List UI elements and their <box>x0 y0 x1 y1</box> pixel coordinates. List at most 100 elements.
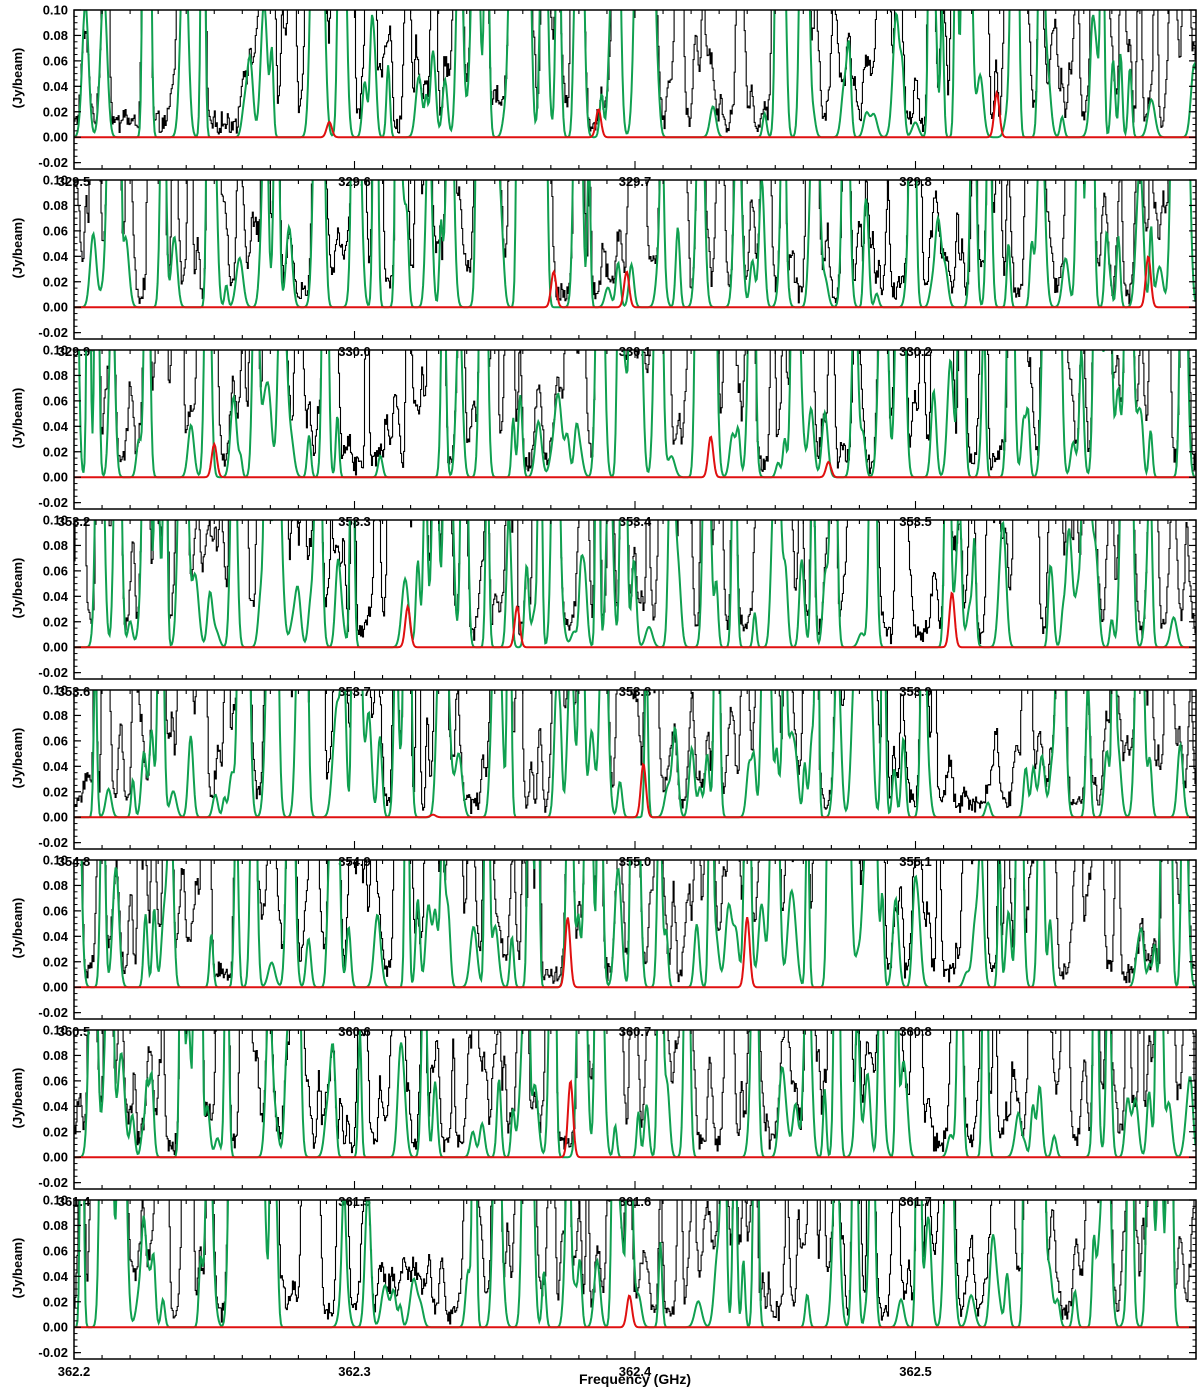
y-tick-label: 0.02 <box>43 1294 68 1309</box>
panel-frame <box>73 9 1197 170</box>
species-model-spectrum <box>74 435 1196 479</box>
y-tick-label: 0.08 <box>43 878 68 893</box>
observed-spectrum <box>74 1200 1195 1325</box>
y-axis-label: (Jy/beam) <box>10 218 25 279</box>
y-tick-label: -0.02 <box>38 1005 68 1020</box>
observed-spectrum <box>90 350 1196 476</box>
y-tick-label: 0.10 <box>43 1193 68 1208</box>
y-tick-label: 0.08 <box>43 368 68 383</box>
observed-spectrum <box>74 1030 1196 1155</box>
y-tick-label: -0.02 <box>38 665 68 680</box>
y-tick-label: 0.04 <box>43 79 69 94</box>
y-tick-label: 0.06 <box>43 563 68 578</box>
species-model-spectrum <box>74 255 1196 309</box>
species-model-spectrum <box>74 1294 1196 1329</box>
y-tick-label: 0.10 <box>43 343 68 358</box>
y-tick-label: 0.06 <box>43 393 68 408</box>
panel-frame <box>73 519 1197 680</box>
y-tick-label: 0.02 <box>43 1124 68 1139</box>
y-tick-label: 0.06 <box>43 903 68 918</box>
full-model-spectrum <box>74 10 1196 139</box>
observed-spectrum <box>74 690 1196 814</box>
y-tick-label: -0.02 <box>38 1345 68 1360</box>
y-tick-label: 0.08 <box>43 198 68 213</box>
panel-frame <box>73 179 1197 340</box>
observed-spectrum <box>74 180 1170 305</box>
panel-frame <box>73 349 1197 510</box>
spectrum-panel: -0.02 0.00 0.02 0.04 0.06 0.08 0.10 362.2 362.3 3… <box>10 1193 1197 1379</box>
y-tick-label: 0.10 <box>43 513 68 528</box>
y-tick-label: 0.00 <box>43 1320 68 1335</box>
y-tick-label: 0.00 <box>43 470 68 485</box>
species-model-spectrum <box>74 762 1196 819</box>
y-tick-label: 0.00 <box>43 810 68 825</box>
full-model-spectrum <box>74 520 1196 649</box>
y-tick-label: 0.08 <box>43 1218 68 1233</box>
y-tick-label: 0.04 <box>43 1269 69 1284</box>
y-axis-label: (Jy/beam) <box>10 898 25 959</box>
y-tick-label: 0.00 <box>43 300 68 315</box>
y-tick-label: 0.04 <box>43 929 69 944</box>
y-tick-label: 0.06 <box>43 1073 68 1088</box>
y-axis-label: (Jy/beam) <box>10 1068 25 1129</box>
y-tick-label: 0.04 <box>43 589 69 604</box>
full-model-spectrum <box>80 860 1196 989</box>
y-tick-label: 0.00 <box>43 640 68 655</box>
y-axis-label: (Jy/beam) <box>10 388 25 449</box>
y-tick-label: 0.00 <box>43 980 68 995</box>
panel-frame <box>73 689 1197 850</box>
y-tick-label: 0.06 <box>43 733 68 748</box>
y-tick-label: 0.02 <box>43 274 68 289</box>
x-tick-label: 362.3 <box>338 1364 371 1379</box>
y-tick-label: 0.02 <box>43 784 68 799</box>
y-tick-label: 0.10 <box>43 683 68 698</box>
species-model-spectrum <box>74 917 1196 989</box>
y-tick-label: 0.10 <box>43 1023 68 1038</box>
y-tick-label: 0.08 <box>43 28 68 43</box>
y-tick-label: 0.10 <box>43 853 68 868</box>
y-tick-label: -0.02 <box>38 325 68 340</box>
x-tick-label: 362.5 <box>899 1364 932 1379</box>
y-tick-label: 0.04 <box>43 1099 69 1114</box>
observed-spectrum <box>74 520 1196 645</box>
species-model-spectrum <box>74 1079 1196 1159</box>
y-axis-label: (Jy/beam) <box>10 728 25 789</box>
observed-spectrum <box>81 860 1196 984</box>
y-tick-label: 0.02 <box>43 444 68 459</box>
y-tick-label: 0.08 <box>43 708 68 723</box>
full-model-spectrum <box>78 350 1196 479</box>
y-tick-label: 0.02 <box>43 954 68 969</box>
y-tick-label: -0.02 <box>38 1175 68 1190</box>
species-model-spectrum <box>74 89 1196 139</box>
y-axis-label: (Jy/beam) <box>10 48 25 109</box>
y-tick-label: -0.02 <box>38 155 68 170</box>
y-tick-label: 0.10 <box>43 173 68 188</box>
y-tick-label: 0.06 <box>43 1243 68 1258</box>
y-tick-label: 0.04 <box>43 419 69 434</box>
x-tick-label: 362.2 <box>58 1364 91 1379</box>
y-tick-label: 0.08 <box>43 538 68 553</box>
y-axis-label: (Jy/beam) <box>10 1238 25 1299</box>
y-tick-label: -0.02 <box>38 835 68 850</box>
full-model-spectrum <box>74 690 1196 819</box>
panel-frame <box>73 859 1197 1020</box>
y-tick-label: 0.08 <box>43 1048 68 1063</box>
y-tick-label: 0.02 <box>43 104 68 119</box>
y-tick-label: -0.02 <box>38 495 68 510</box>
x-axis-label: Frequency (GHz) <box>579 1371 691 1387</box>
full-model-spectrum <box>74 1200 1196 1329</box>
y-tick-label: 0.06 <box>43 53 68 68</box>
y-axis-label: (Jy/beam) <box>10 558 25 619</box>
x-tick-label: 362.4 <box>619 1364 652 1379</box>
y-tick-label: 0.06 <box>43 223 68 238</box>
y-tick-label: 0.00 <box>43 130 68 145</box>
